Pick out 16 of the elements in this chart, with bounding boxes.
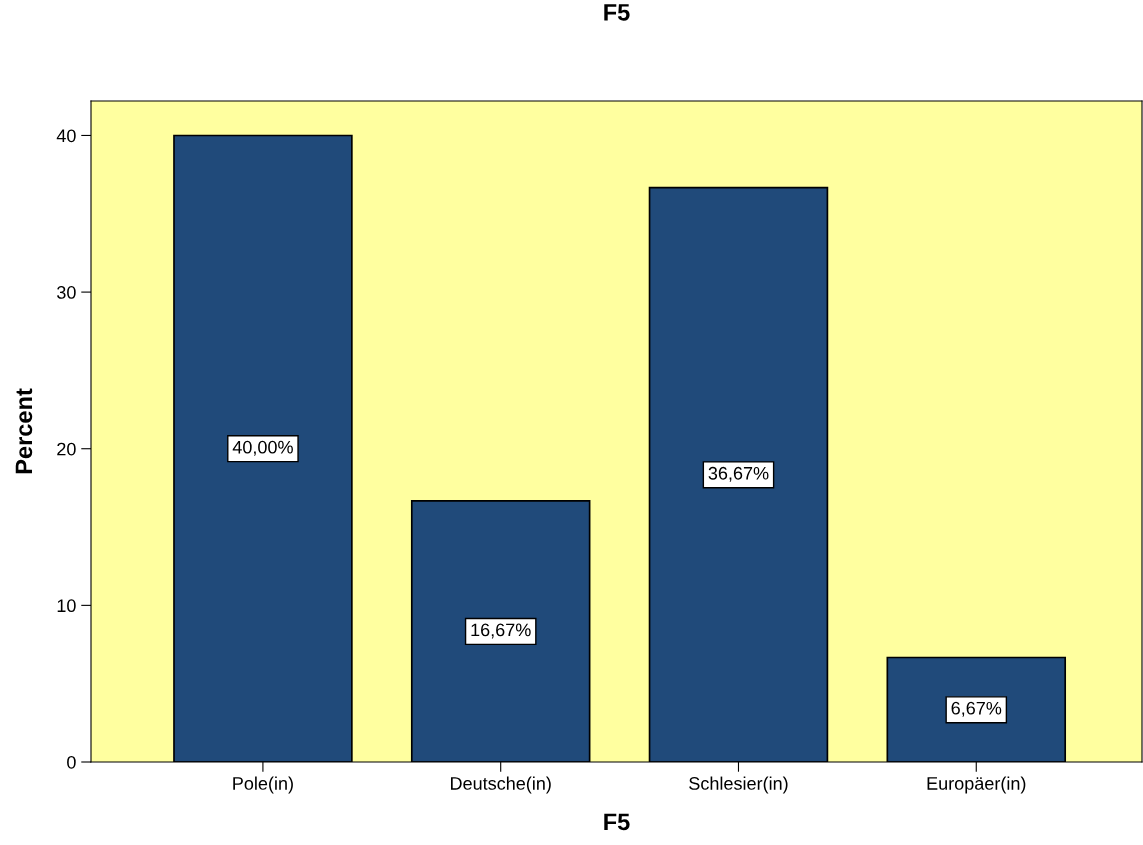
y-tick-label: 0 bbox=[67, 755, 76, 769]
data-label: 40,00% bbox=[232, 440, 293, 456]
y-tick-label: 40 bbox=[56, 129, 76, 143]
y-tick-label: 10 bbox=[57, 599, 76, 613]
x-tick-label: Schlesier(in) bbox=[689, 776, 788, 794]
chart-title: F5 bbox=[604, 4, 630, 21]
y-tick-label: 20 bbox=[57, 442, 76, 456]
y-tick-label: 30 bbox=[57, 286, 76, 299]
x-tick-label: Pole(in) bbox=[233, 776, 293, 794]
data-label: 16,67% bbox=[471, 623, 531, 639]
x-axis-title: F5 bbox=[604, 813, 630, 831]
data-label: 6,67% bbox=[951, 701, 1002, 717]
y-axis-title: Percent bbox=[15, 388, 33, 474]
x-tick-label: Deutsche(in) bbox=[451, 776, 551, 794]
x-tick-label: Europäer(in) bbox=[927, 776, 1026, 794]
data-label: 36,67% bbox=[708, 466, 769, 482]
